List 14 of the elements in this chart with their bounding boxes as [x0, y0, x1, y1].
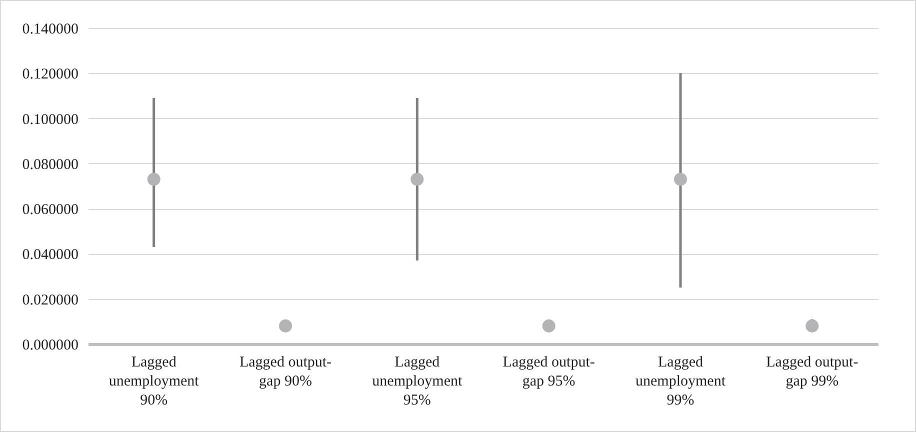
x-tick-label: Lagged output-gap 95% [502, 354, 595, 390]
y-tick-label: 0.080000 [22, 156, 78, 173]
x-tick-label: Lagged output-gap 99% [766, 354, 858, 390]
x-tick-label: Lagged unemployment 95% [372, 354, 463, 408]
y-tick-label: 0.000000 [22, 338, 78, 354]
x-tick-label: Lagged output-gap 90% [239, 354, 332, 390]
y-tick-label: 0.040000 [22, 247, 78, 264]
x-tick-label: Lagged unemployment 99% [636, 354, 726, 408]
y-tick-label: 0.140000 [22, 22, 78, 38]
y-tick-label: 0.020000 [22, 292, 78, 308]
y-tick-label: 0.060000 [22, 202, 78, 218]
y-tick-label: 0.120000 [22, 66, 78, 83]
x-tick-label: Lagged unemployment 90% [108, 354, 200, 408]
y-tick-label: 0.100000 [22, 112, 78, 128]
